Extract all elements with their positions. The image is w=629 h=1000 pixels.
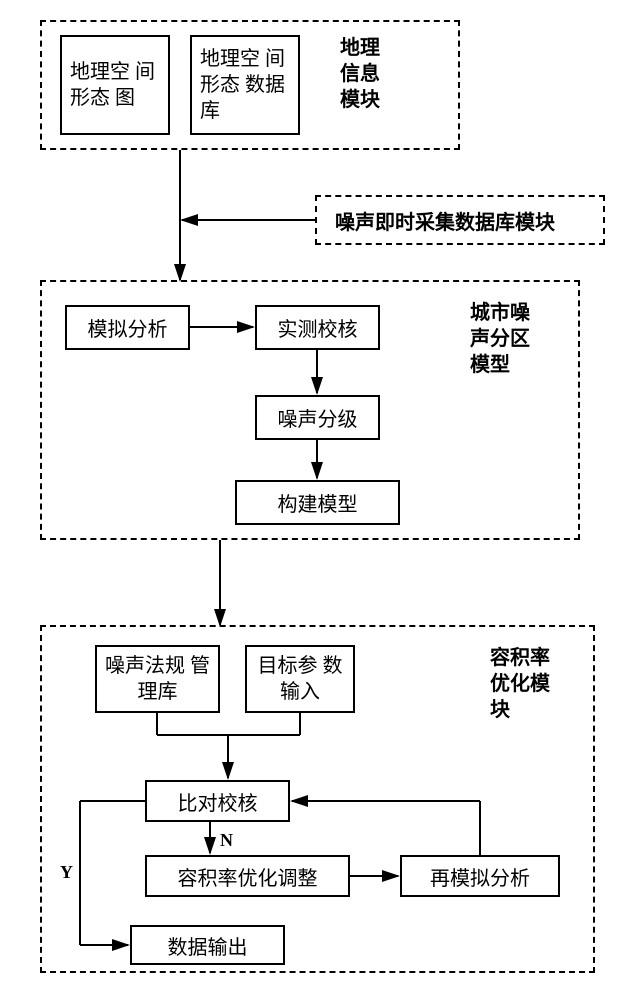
compare-check-box: 比对校核 [145,780,290,822]
target-input-box: 目标参 数输入 [245,645,355,713]
resim-box: 再模拟分析 [400,855,560,897]
data-output-box: 数据输出 [130,925,285,965]
sim-analysis-box: 模拟分析 [65,305,190,350]
noise-law-box: 噪声法规 管理库 [95,645,220,713]
build-model-box: 构建模型 [235,480,400,525]
far-adjust-box: 容积率优化调整 [145,855,350,897]
edge-label-n: N [220,830,233,851]
city-model-label: 城市噪 声分区 模型 [470,300,530,378]
measure-check-box: 实测校核 [255,305,380,350]
edge-label-y: Y [60,862,73,883]
geo-form-db-box: 地理空 间形态 数据库 [190,35,300,135]
geo-form-map-box: 地理空 间形态 图 [60,35,170,135]
noise-grade-box: 噪声分级 [255,395,380,440]
far-opt-label: 容积率 优化模 块 [490,645,550,723]
geo-module-label: 地理 信息 模块 [340,35,380,113]
noise-db-label: 噪声即时采集数据库模块 [335,206,555,235]
